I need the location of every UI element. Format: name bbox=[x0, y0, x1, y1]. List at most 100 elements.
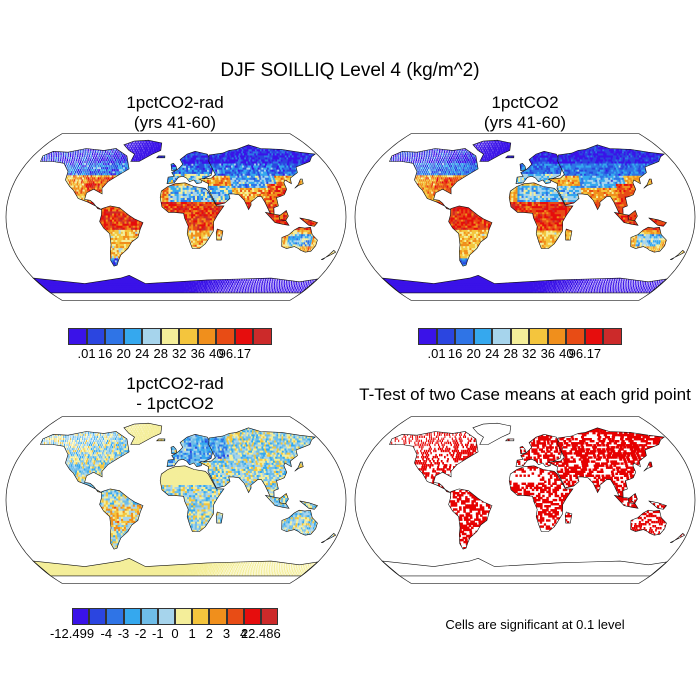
grid-cell bbox=[135, 147, 137, 150]
grid-cell bbox=[121, 251, 124, 255]
grid-cell bbox=[272, 201, 276, 205]
grid-cell bbox=[203, 171, 207, 174]
grid-cell bbox=[128, 221, 132, 224]
grid-cell bbox=[197, 205, 200, 209]
grid-cell bbox=[107, 215, 111, 218]
grid-cell bbox=[188, 195, 192, 198]
grid-cell bbox=[132, 141, 133, 144]
grid-cell bbox=[115, 166, 118, 170]
grid-cell bbox=[78, 170, 81, 174]
grid-cell bbox=[122, 231, 126, 234]
grid-cell bbox=[202, 165, 206, 168]
grid-cell bbox=[108, 207, 111, 210]
grid-cell bbox=[214, 213, 217, 217]
grid-cell bbox=[196, 187, 200, 190]
grid-cell bbox=[198, 181, 202, 184]
grid-cell bbox=[76, 150, 78, 153]
grid-cell bbox=[226, 193, 229, 197]
grid-cell bbox=[78, 181, 81, 184]
grid-cell bbox=[137, 157, 140, 160]
grid-cell bbox=[117, 239, 120, 242]
grid-cell bbox=[104, 162, 106, 166]
grid-cell bbox=[185, 161, 189, 164]
grid-cell bbox=[180, 195, 184, 198]
grid-cell bbox=[115, 253, 119, 257]
grid-cell bbox=[96, 175, 98, 178]
grid-cell bbox=[109, 168, 112, 172]
grid-cell bbox=[111, 150, 113, 153]
grid-cell bbox=[110, 257, 114, 261]
grid-cell bbox=[130, 147, 133, 150]
grid-cell bbox=[101, 164, 104, 168]
grid-cell bbox=[80, 166, 82, 170]
panel-2-title-line2: (yrs 41-60) bbox=[390, 113, 660, 133]
grid-cell bbox=[112, 207, 115, 210]
grid-cell bbox=[75, 179, 78, 182]
grid-cell bbox=[125, 233, 128, 236]
grid-cell bbox=[144, 151, 146, 154]
grid-cell bbox=[168, 201, 171, 204]
grid-cell bbox=[77, 162, 79, 166]
grid-cell bbox=[164, 197, 167, 200]
grid-cell bbox=[252, 193, 256, 197]
grid-cell bbox=[114, 221, 117, 224]
grid-cell bbox=[120, 249, 124, 253]
grid-cell bbox=[79, 156, 80, 160]
grid-cell bbox=[209, 217, 213, 221]
grid-cell bbox=[56, 154, 58, 157]
grid-cell bbox=[85, 179, 88, 182]
grid-cell bbox=[186, 228, 190, 231]
grid-cell bbox=[86, 162, 88, 166]
grid-cell bbox=[182, 203, 186, 207]
grid-cell bbox=[268, 210, 272, 213]
grid-cell bbox=[107, 170, 109, 174]
grid-cell bbox=[211, 217, 215, 221]
grid-cell bbox=[184, 193, 188, 196]
grid-cell bbox=[97, 158, 99, 162]
grid-cell bbox=[272, 199, 275, 203]
grid-cell bbox=[74, 158, 76, 162]
grid-cell bbox=[178, 197, 182, 200]
grid-cell bbox=[166, 207, 169, 211]
grid-cell bbox=[113, 158, 115, 162]
grid-cell bbox=[139, 145, 141, 148]
grid-cell bbox=[79, 179, 82, 182]
grid-cell bbox=[224, 193, 227, 197]
grid-cell bbox=[122, 215, 125, 218]
grid-cell bbox=[72, 164, 74, 168]
grid-cell bbox=[81, 195, 84, 198]
grid-cell bbox=[220, 191, 223, 194]
grid-cell bbox=[126, 145, 128, 148]
grid-cell bbox=[207, 222, 211, 225]
grid-cell bbox=[105, 221, 109, 224]
grid-cell bbox=[138, 149, 140, 152]
grid-cell bbox=[130, 217, 134, 220]
grid-cell bbox=[276, 191, 280, 194]
grid-cell bbox=[76, 177, 78, 180]
grid-cell bbox=[114, 247, 118, 251]
grid-cell bbox=[206, 155, 209, 158]
grid-cell bbox=[76, 152, 78, 155]
grid-cell bbox=[112, 247, 116, 251]
grid-cell bbox=[184, 183, 187, 186]
grid-cell bbox=[120, 247, 124, 251]
grid-cell bbox=[115, 251, 118, 255]
grid-cell bbox=[124, 245, 127, 249]
grid-cell bbox=[89, 177, 92, 180]
grid-cell bbox=[73, 185, 76, 188]
grid-cell bbox=[88, 181, 91, 184]
grid-cell bbox=[180, 189, 183, 192]
grid-cell bbox=[203, 224, 206, 227]
grid-cell bbox=[266, 201, 269, 205]
grid-cell bbox=[84, 181, 87, 184]
grid-cell bbox=[115, 168, 117, 172]
grid-cell bbox=[174, 193, 177, 196]
grid-cell bbox=[188, 193, 192, 196]
grid-cell bbox=[155, 145, 158, 148]
grid-cell bbox=[129, 233, 132, 236]
grid-cell bbox=[162, 193, 165, 196]
grid-cell bbox=[201, 228, 204, 231]
grid-cell bbox=[201, 234, 204, 237]
grid-cell bbox=[173, 177, 176, 180]
grid-cell bbox=[197, 234, 200, 237]
